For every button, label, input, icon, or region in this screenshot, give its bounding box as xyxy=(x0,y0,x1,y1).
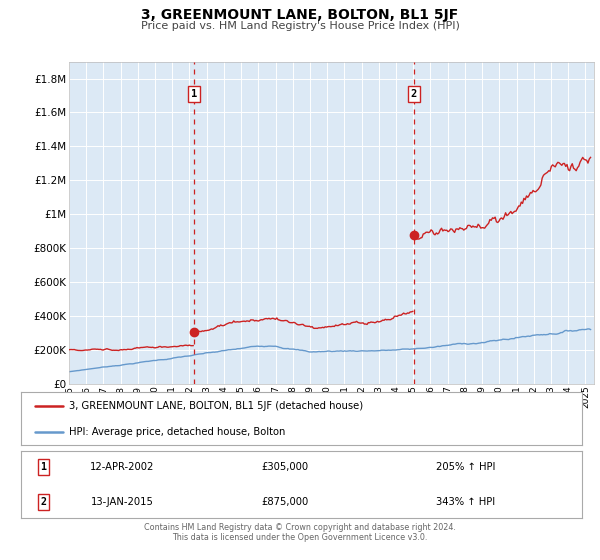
Text: 3, GREENMOUNT LANE, BOLTON, BL1 5JF (detached house): 3, GREENMOUNT LANE, BOLTON, BL1 5JF (det… xyxy=(68,401,363,411)
Text: 343% ↑ HPI: 343% ↑ HPI xyxy=(436,497,495,507)
Text: 1: 1 xyxy=(191,89,197,99)
Text: 12-APR-2002: 12-APR-2002 xyxy=(90,462,154,472)
Text: HPI: Average price, detached house, Bolton: HPI: Average price, detached house, Bolt… xyxy=(68,427,285,437)
Text: This data is licensed under the Open Government Licence v3.0.: This data is licensed under the Open Gov… xyxy=(172,533,428,542)
Text: 205% ↑ HPI: 205% ↑ HPI xyxy=(436,462,496,472)
Text: 2: 2 xyxy=(411,89,417,99)
Text: 3, GREENMOUNT LANE, BOLTON, BL1 5JF: 3, GREENMOUNT LANE, BOLTON, BL1 5JF xyxy=(142,8,458,22)
Text: 2: 2 xyxy=(40,497,46,507)
Text: Price paid vs. HM Land Registry's House Price Index (HPI): Price paid vs. HM Land Registry's House … xyxy=(140,21,460,31)
Text: £305,000: £305,000 xyxy=(261,462,308,472)
Text: £875,000: £875,000 xyxy=(261,497,308,507)
Text: 1: 1 xyxy=(40,462,46,472)
Text: Contains HM Land Registry data © Crown copyright and database right 2024.: Contains HM Land Registry data © Crown c… xyxy=(144,523,456,532)
Text: 13-JAN-2015: 13-JAN-2015 xyxy=(91,497,154,507)
